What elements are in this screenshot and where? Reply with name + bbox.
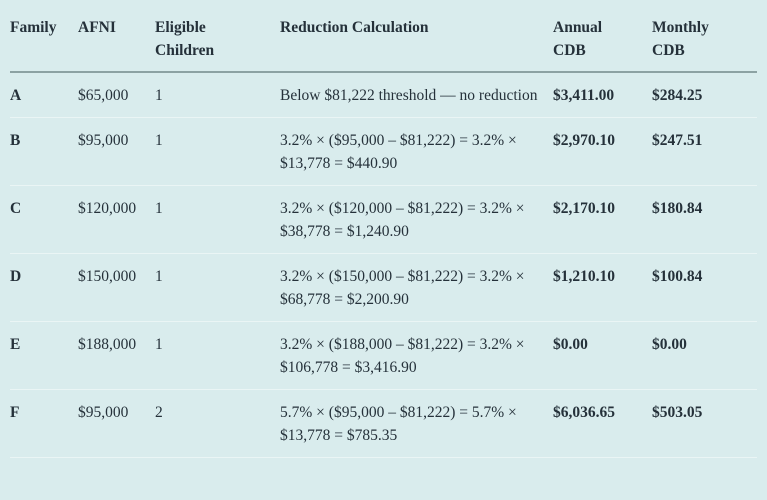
col-header-afni: AFNI xyxy=(78,10,155,73)
table-row: B $95,000 1 3.2% × ($95,000 – $81,222) =… xyxy=(10,117,757,186)
table-row: E $188,000 1 3.2% × ($188,000 – $81,222)… xyxy=(10,321,757,390)
table-row: F $95,000 2 5.7% × ($95,000 – $81,222) =… xyxy=(10,389,757,458)
col-header-annual-cdb: Annual CDB xyxy=(553,10,652,73)
afni-cell: $65,000 xyxy=(78,72,155,118)
header-label: Annual xyxy=(553,19,603,36)
col-header-eligible-children: Eligible Children xyxy=(155,10,280,73)
afni-cell: $120,000 xyxy=(78,185,155,254)
family-cell: E xyxy=(10,321,78,390)
monthly-cdb-cell: $503.05 xyxy=(652,389,757,458)
annual-cdb-cell: $0.00 xyxy=(553,321,652,390)
table-row: D $150,000 1 3.2% × ($150,000 – $81,222)… xyxy=(10,253,757,322)
col-header-family: Family xyxy=(10,10,78,73)
family-cell: F xyxy=(10,389,78,458)
calculation-cell: 3.2% × ($120,000 – $81,222) = 3.2% × $38… xyxy=(280,185,553,254)
children-cell: 1 xyxy=(155,117,280,186)
calculation-cell: 5.7% × ($95,000 – $81,222) = 5.7% × $13,… xyxy=(280,389,553,458)
family-cell: D xyxy=(10,253,78,322)
annual-cdb-cell: $1,210.10 xyxy=(553,253,652,322)
monthly-cdb-cell: $100.84 xyxy=(652,253,757,322)
monthly-cdb-cell: $0.00 xyxy=(652,321,757,390)
header-label: Monthly xyxy=(652,19,709,36)
afni-cell: $95,000 xyxy=(78,389,155,458)
monthly-cdb-cell: $180.84 xyxy=(652,185,757,254)
table-header-row: Family AFNI Eligible Children Reduction C… xyxy=(10,10,757,73)
annual-cdb-cell: $3,411.00 xyxy=(553,72,652,118)
table-row: A $65,000 1 Below $81,222 threshold — no… xyxy=(10,72,757,118)
cdb-reduction-table: Family AFNI Eligible Children Reduction C… xyxy=(10,10,757,458)
afni-cell: $95,000 xyxy=(78,117,155,186)
annual-cdb-cell: $2,170.10 xyxy=(553,185,652,254)
col-header-reduction-calculation: Reduction Calculation xyxy=(280,10,553,73)
header-label: Family xyxy=(10,19,57,36)
calculation-cell: Below $81,222 threshold — no reduction xyxy=(280,72,553,118)
family-cell: A xyxy=(10,72,78,118)
afni-cell: $150,000 xyxy=(78,253,155,322)
header-label: AFNI xyxy=(78,19,116,36)
monthly-cdb-cell: $247.51 xyxy=(652,117,757,186)
children-cell: 2 xyxy=(155,389,280,458)
calculation-cell: 3.2% × ($150,000 – $81,222) = 3.2% × $68… xyxy=(280,253,553,322)
calculation-cell: 3.2% × ($188,000 – $81,222) = 3.2% × $10… xyxy=(280,321,553,390)
col-header-monthly-cdb: Monthly CDB xyxy=(652,10,757,73)
header-label: Eligible xyxy=(155,19,206,36)
header-label: Reduction Calculation xyxy=(280,19,429,36)
annual-cdb-cell: $2,970.10 xyxy=(553,117,652,186)
children-cell: 1 xyxy=(155,185,280,254)
family-cell: B xyxy=(10,117,78,186)
family-cell: C xyxy=(10,185,78,254)
table-row: C $120,000 1 3.2% × ($120,000 – $81,222)… xyxy=(10,185,757,254)
monthly-cdb-cell: $284.25 xyxy=(652,72,757,118)
annual-cdb-cell: $6,036.65 xyxy=(553,389,652,458)
children-cell: 1 xyxy=(155,321,280,390)
children-cell: 1 xyxy=(155,72,280,118)
afni-cell: $188,000 xyxy=(78,321,155,390)
calculation-cell: 3.2% × ($95,000 – $81,222) = 3.2% × $13,… xyxy=(280,117,553,186)
children-cell: 1 xyxy=(155,253,280,322)
